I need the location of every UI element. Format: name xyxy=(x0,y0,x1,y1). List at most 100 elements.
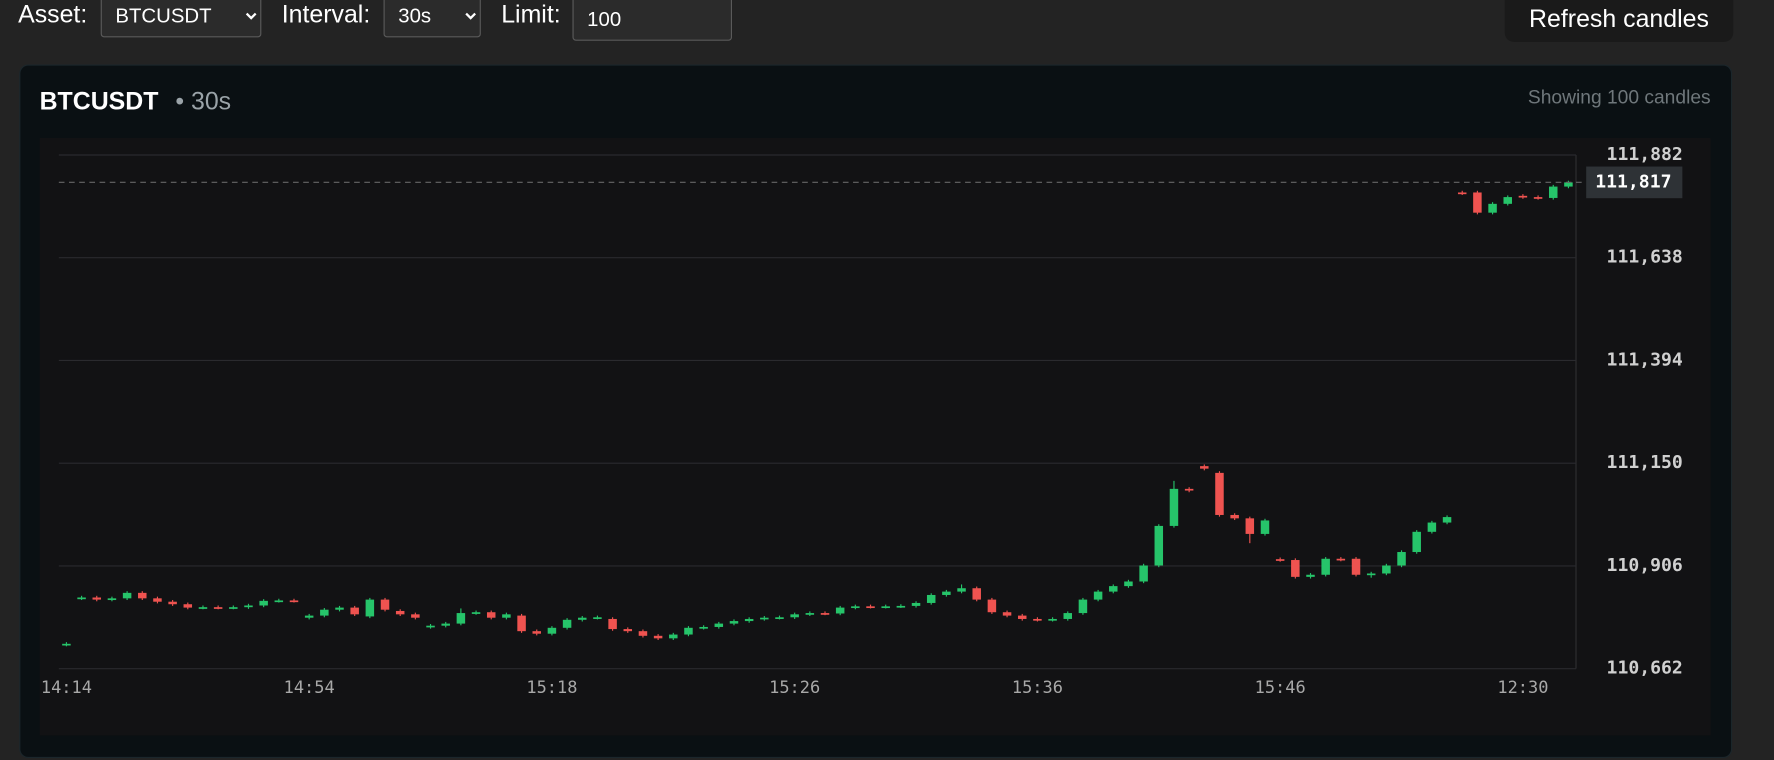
x-tick-label: 15:46 xyxy=(1255,678,1306,698)
candle-body xyxy=(578,617,587,620)
candle-body xyxy=(1139,565,1148,582)
candle-body xyxy=(820,613,830,615)
interval-label: Interval: xyxy=(281,0,371,29)
chart-background xyxy=(39,138,1711,736)
candle-body xyxy=(1533,197,1543,199)
candle-body xyxy=(1200,466,1209,469)
candle-body xyxy=(62,643,71,646)
candle-body xyxy=(335,607,344,610)
asset-label: Asset: xyxy=(18,0,88,29)
interval-subtitle: • 30s xyxy=(175,88,231,116)
y-tick-label: 111,638 xyxy=(1607,247,1683,268)
candle-body xyxy=(775,617,784,619)
candle-body xyxy=(198,607,208,609)
x-tick-label: 12:30 xyxy=(1497,678,1548,698)
candle-body xyxy=(790,614,799,618)
limit-input[interactable] xyxy=(572,0,733,41)
candle-body xyxy=(107,598,117,601)
asset-select[interactable]: BTCUSDT xyxy=(100,0,262,38)
candle-body xyxy=(1063,613,1073,619)
y-tick-label: 110,662 xyxy=(1607,658,1683,679)
candle-body xyxy=(760,617,769,620)
y-tick-label: 111,150 xyxy=(1607,452,1683,473)
candle-body xyxy=(1109,586,1118,592)
candle-body xyxy=(942,591,951,595)
candle-body xyxy=(714,623,724,627)
candle-body xyxy=(1093,591,1103,600)
candle-body xyxy=(1215,472,1224,515)
candle-body xyxy=(1291,560,1300,577)
candle-body xyxy=(1275,559,1285,561)
candle-body xyxy=(1412,531,1421,553)
candle-body xyxy=(426,625,435,628)
candle-body xyxy=(1442,517,1452,523)
candle-body xyxy=(1549,186,1558,198)
candle-body xyxy=(638,631,648,636)
x-tick-label: 14:54 xyxy=(284,678,335,698)
candle-body xyxy=(653,635,663,639)
candle-body xyxy=(699,626,708,629)
candle-body xyxy=(138,592,147,599)
candle-body xyxy=(1017,615,1027,619)
candle-body xyxy=(729,621,739,624)
candle-body xyxy=(1518,195,1528,198)
candle-body xyxy=(183,604,193,608)
candle-body xyxy=(547,627,557,634)
refresh-button[interactable]: Refresh candles xyxy=(1504,0,1734,42)
candle-body xyxy=(486,612,496,618)
candle-body xyxy=(669,634,678,639)
candle-body xyxy=(972,588,981,600)
candle-body xyxy=(881,606,890,609)
candle-count: Showing 100 candles xyxy=(1528,88,1711,109)
candle-body xyxy=(1427,522,1437,532)
candle-body xyxy=(835,607,845,614)
interval-select[interactable]: 30s xyxy=(383,0,481,38)
candle-body xyxy=(562,619,572,628)
candle-body xyxy=(350,607,359,615)
candle-body xyxy=(1078,599,1088,614)
x-tick-label: 14:14 xyxy=(41,678,92,698)
candle-body xyxy=(1260,520,1270,534)
candle-body xyxy=(957,588,966,592)
candle-body xyxy=(593,617,602,619)
candle-body xyxy=(289,600,299,603)
candle-body xyxy=(896,605,906,608)
candle-body xyxy=(987,599,997,613)
candle-body xyxy=(1473,192,1482,213)
candle-body xyxy=(532,631,541,634)
candle-body xyxy=(274,600,284,603)
candle-body xyxy=(1002,612,1012,616)
candle-body xyxy=(122,592,132,599)
candle-body xyxy=(517,615,526,632)
y-tick-label: 110,906 xyxy=(1607,555,1683,576)
candle-body xyxy=(1124,581,1133,587)
candle-body xyxy=(1154,525,1164,566)
x-tick-label: 15:26 xyxy=(769,678,820,698)
candle-body xyxy=(744,618,754,622)
limit-label: Limit: xyxy=(501,0,561,29)
candle-body xyxy=(684,627,693,635)
candle-body xyxy=(471,612,481,614)
candle-body xyxy=(851,606,860,609)
candle-body xyxy=(1169,488,1179,526)
candle-body xyxy=(1184,488,1194,491)
candle-body xyxy=(1033,618,1042,621)
candle-body xyxy=(380,599,390,610)
x-tick-label: 15:36 xyxy=(1012,678,1063,698)
candle-body xyxy=(1564,182,1573,187)
symbol-title: BTCUSDT xyxy=(40,88,159,116)
candle-body xyxy=(304,615,314,618)
candle-body xyxy=(1336,558,1346,561)
last-price-label: 111,817 xyxy=(1595,171,1671,192)
candle-body xyxy=(411,614,420,618)
candle-body xyxy=(1351,558,1361,575)
candle-body xyxy=(805,613,815,615)
candle-body xyxy=(1321,558,1330,575)
candle-body xyxy=(1382,565,1391,574)
candle-body xyxy=(1230,514,1239,519)
candle-body xyxy=(244,605,253,608)
candle-body xyxy=(1048,618,1057,621)
